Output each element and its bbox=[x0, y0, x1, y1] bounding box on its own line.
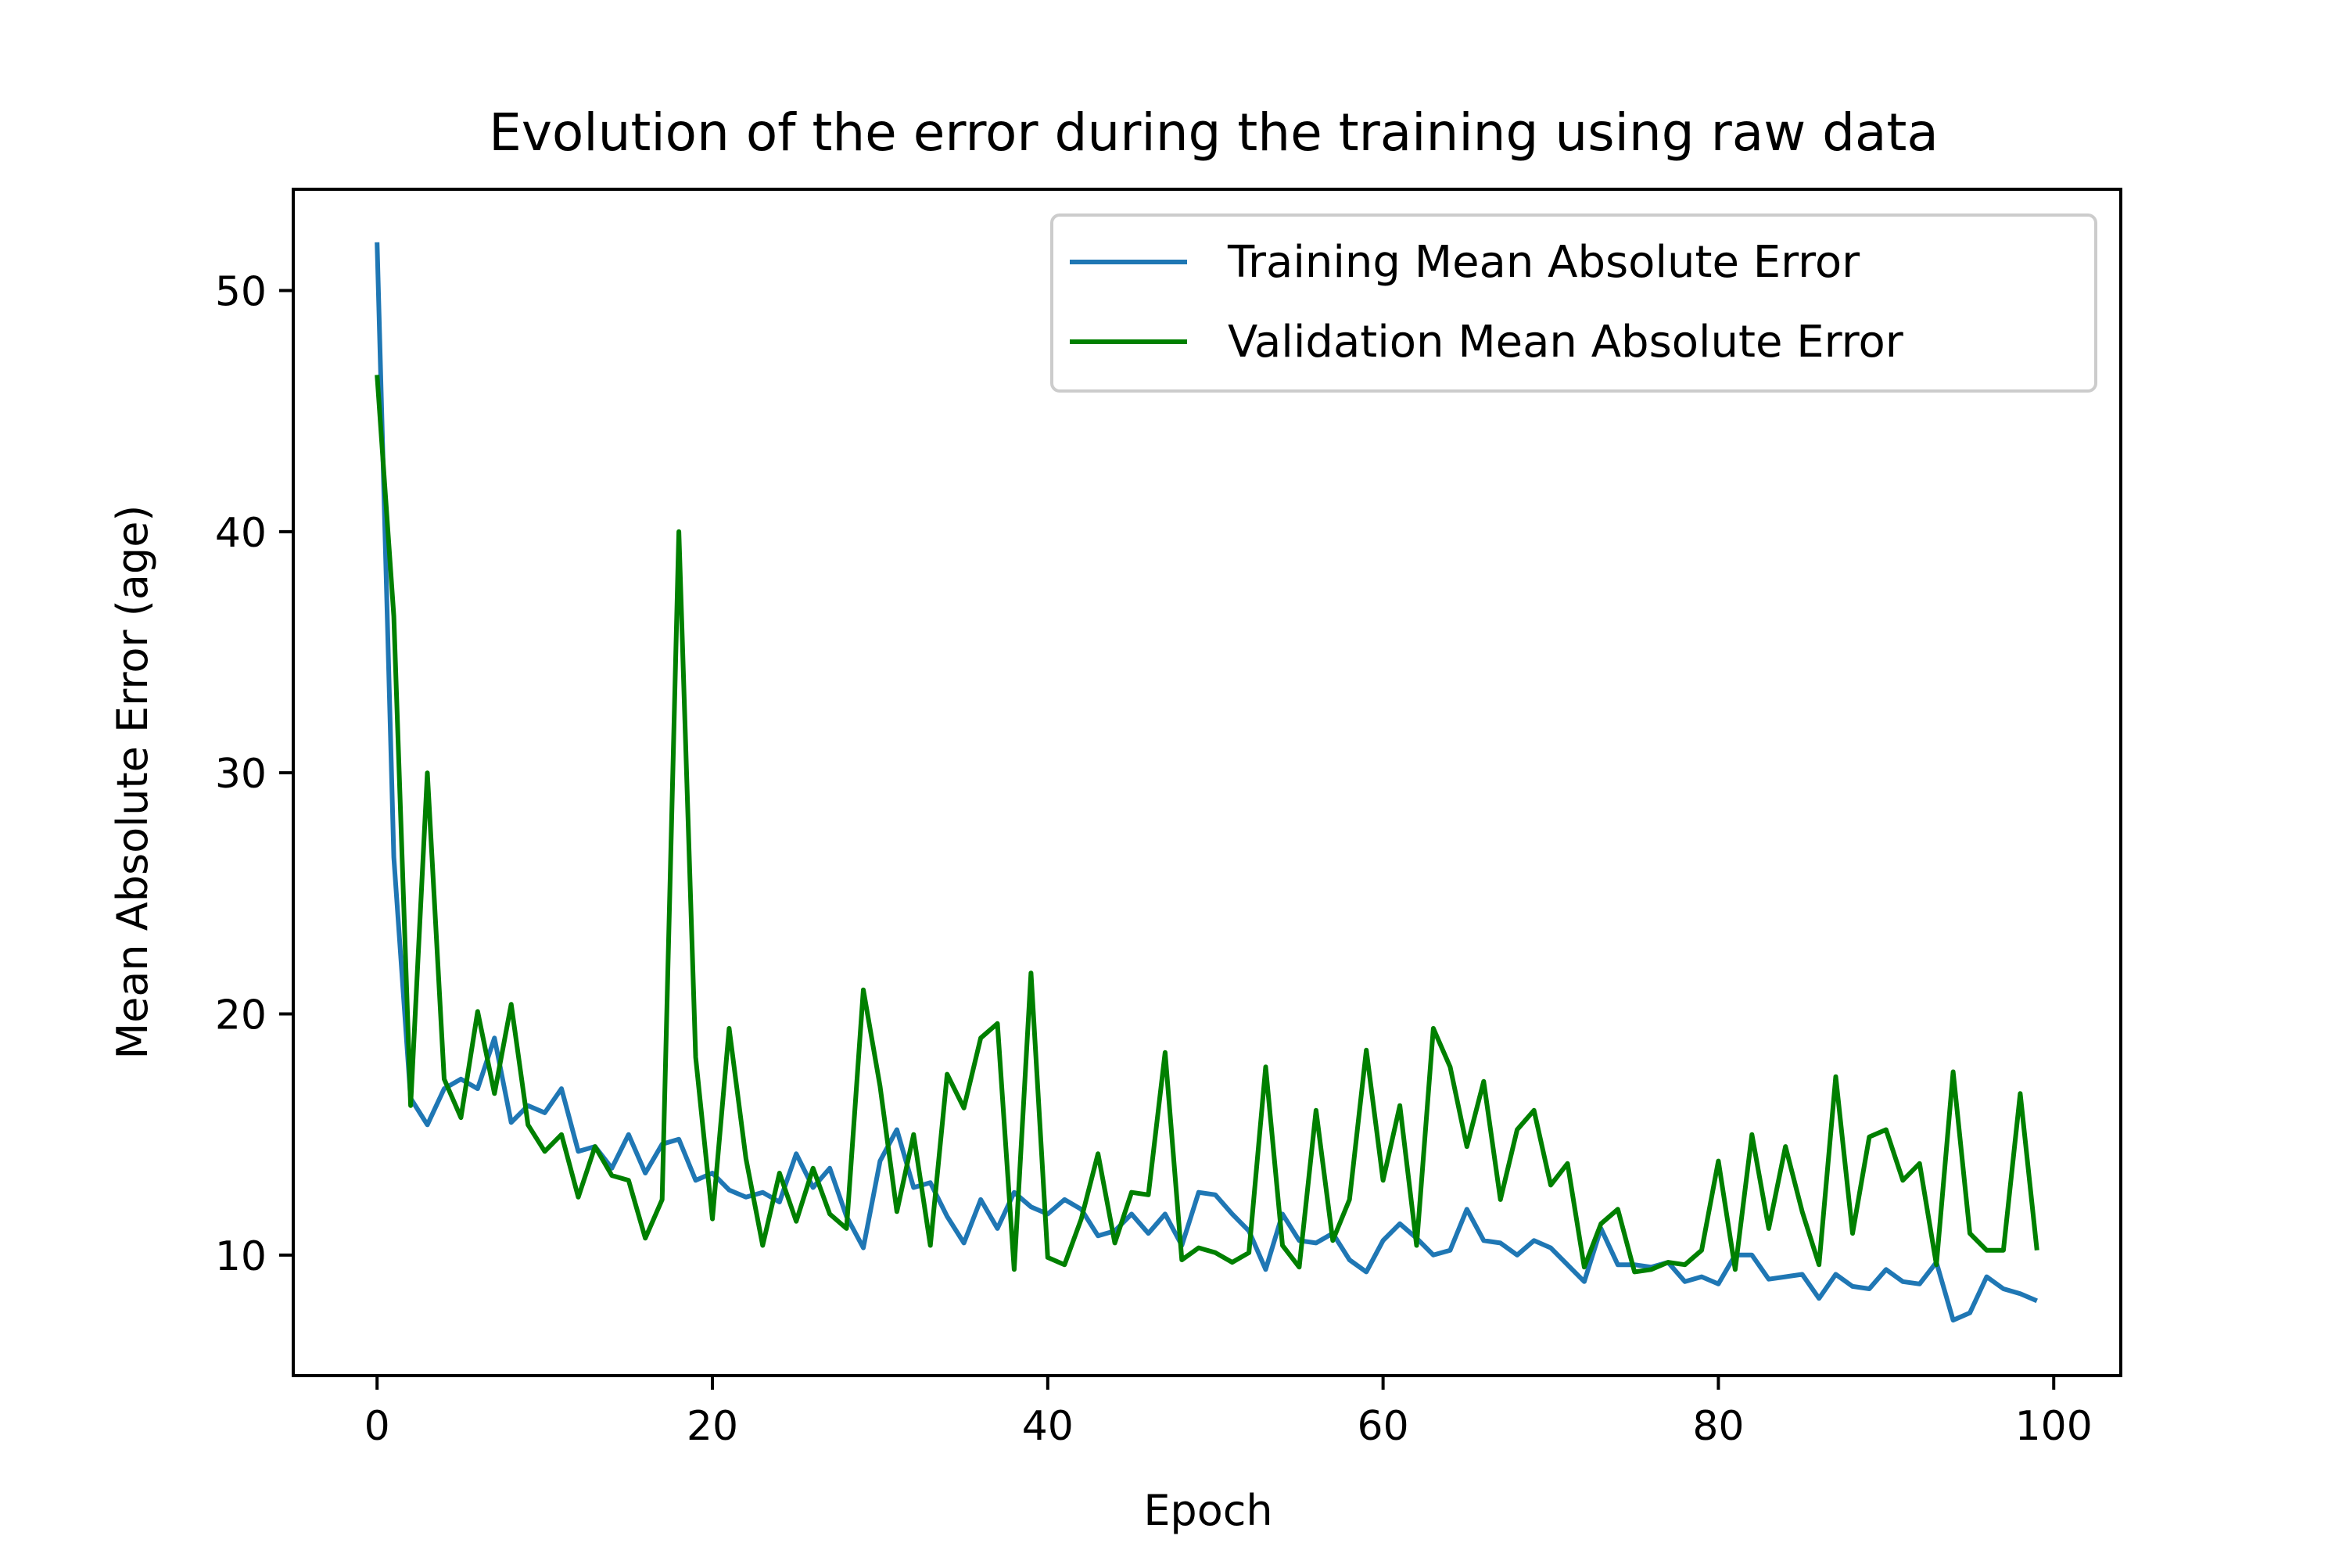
x-tick-label: 20 bbox=[687, 1403, 738, 1450]
series-line-training bbox=[375, 242, 2038, 1323]
plot-area bbox=[375, 242, 2039, 1323]
chart-title: Evolution of the error during the traini… bbox=[489, 102, 1939, 163]
x-tick-label: 80 bbox=[1692, 1403, 1744, 1450]
x-tick-label: 40 bbox=[1022, 1403, 1074, 1450]
y-tick-label: 30 bbox=[215, 751, 267, 798]
axes-frame bbox=[292, 188, 2122, 1377]
y-tick-label: 40 bbox=[215, 510, 267, 557]
x-tick-label: 0 bbox=[364, 1403, 390, 1450]
y-tick-label: 10 bbox=[215, 1233, 267, 1280]
y-axis: 10 20 30 40 50 bbox=[215, 269, 293, 1280]
legend-label-validation: Validation Mean Absolute Error bbox=[1228, 317, 1904, 368]
x-axis-label: Epoch bbox=[1143, 1486, 1272, 1535]
series-line-validation bbox=[375, 375, 2039, 1275]
y-axis-label: Mean Absolute Error (age) bbox=[108, 505, 157, 1060]
legend-label-training: Training Mean Absolute Error bbox=[1227, 237, 1860, 288]
legend: Training Mean Absolute Error Validation … bbox=[1050, 213, 2097, 393]
y-tick-label: 20 bbox=[215, 992, 267, 1039]
x-tick-label: 100 bbox=[2015, 1403, 2093, 1450]
x-axis: 0 20 40 60 80 100 bbox=[364, 1376, 2093, 1450]
y-tick-label: 50 bbox=[215, 269, 267, 316]
legend-box bbox=[1050, 213, 2097, 393]
x-tick-label: 60 bbox=[1358, 1403, 1409, 1450]
